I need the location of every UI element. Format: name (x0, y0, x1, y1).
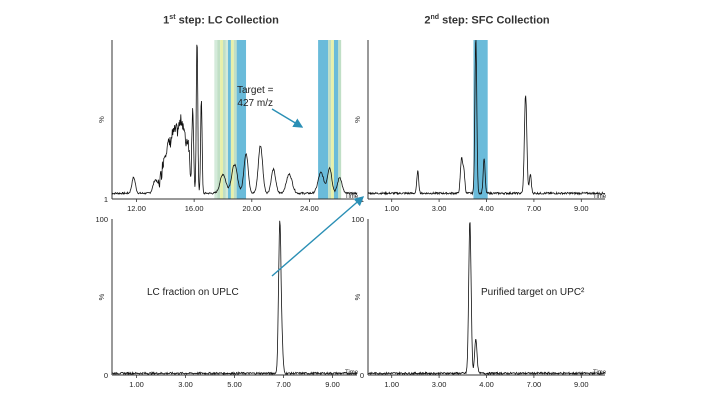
lc-fraction-uplc-y-tick-label: 100 (95, 215, 108, 224)
purified-upc2-y-tick-label: 100 (351, 215, 364, 224)
lc-fraction-uplc-x-tick-label: 7.00 (276, 380, 291, 389)
lc-collection-y-axis-label: % (97, 116, 106, 123)
purified-upc2-y-axis-label: % (353, 293, 362, 300)
lc-collection-collection-band (217, 40, 221, 199)
lc-collection-x-tick-label: 24.00 (300, 204, 319, 213)
lc-collection-collection-band (230, 40, 234, 199)
target-pointer-arrow (271, 108, 304, 128)
lc-collection-y-tick-label: 1 (104, 195, 108, 204)
target-line-2: 427 m/z (237, 98, 273, 109)
lc-fraction-uplc-trace (111, 220, 357, 376)
lc-collection-collection-band (328, 40, 332, 199)
purified-upc2-x-tick-label: 9.00 (574, 380, 589, 389)
target-annotation: Target = 427 m/z (237, 84, 273, 110)
lc-collection-x-tick-label: 12.00 (127, 204, 146, 213)
purified-upc2-x-axis-label: Time (593, 370, 607, 376)
purified-upc2-x-tick-label: 3.00 (432, 380, 447, 389)
purified-upc2-y-tick-label: 0 (360, 371, 364, 380)
lc-collection-x-tick-label: 20.00 (242, 204, 261, 213)
lc-collection-collection-band (236, 40, 247, 199)
lc-collection-collection-band (214, 40, 218, 199)
lc-collection-collection-band (225, 40, 229, 199)
lc-collection-x-axis-label: Time (345, 194, 359, 200)
lc-collection-collection-band (222, 40, 226, 199)
lc-collection-collection-band (318, 40, 329, 199)
left-panel-title: 1st step: LC Collection (163, 14, 279, 27)
sfc-collection-x-tick-label: 1.00 (384, 204, 399, 213)
lc-collection-collection-band (220, 40, 223, 199)
lc-collection-x-tick-label: 16.00 (185, 204, 204, 213)
lc-fraction-uplc-y-axis-label: % (97, 293, 106, 300)
sfc-collection-x-tick-label: 3.00 (432, 204, 447, 213)
purified-target-label: Purified target on UPC² (481, 287, 585, 298)
target-line-1: Target = (237, 85, 274, 96)
lc-collection-collection-band (233, 40, 237, 199)
sfc-collection-x-tick-label: 4.00 (479, 204, 494, 213)
purified-upc2-x-tick-label: 1.00 (384, 380, 399, 389)
lc-fraction-uplc-y-tick-label: 0 (104, 371, 108, 380)
lc-fraction-uplc-x-tick-label: 3.00 (178, 380, 193, 389)
lc-collection-collection-band (331, 40, 334, 199)
right-panel-title: 2nd step: SFC Collection (424, 14, 550, 27)
purified-upc2-x-tick-label: 4.00 (479, 380, 494, 389)
lc-collection-collection-band (338, 40, 342, 199)
sfc-collection-y-axis-label: % (353, 116, 362, 123)
lc-collection-collection-band (333, 40, 339, 199)
lc-fraction-uplc-x-tick-label: 9.00 (325, 380, 340, 389)
sfc-collection-trace (368, 40, 606, 196)
lc-collection-collection-band (228, 40, 231, 199)
lc-fraction-uplc-x-axis-label: Time (345, 370, 359, 376)
lc-fraction-uplc-x-tick-label: 5.00 (227, 380, 242, 389)
sfc-collection-x-tick-label: 7.00 (527, 204, 542, 213)
purified-upc2-x-tick-label: 7.00 (527, 380, 542, 389)
sfc-collection-x-axis-label: Time (593, 194, 607, 200)
purified-upc2-trace (367, 222, 606, 376)
transfer-arrow (271, 196, 365, 277)
lc-fraction-label: LC fraction on UPLC (147, 287, 239, 298)
lc-fraction-uplc-x-tick-label: 1.00 (129, 380, 144, 389)
lc-collection-trace (111, 44, 358, 196)
sfc-collection-x-tick-label: 9.00 (574, 204, 589, 213)
